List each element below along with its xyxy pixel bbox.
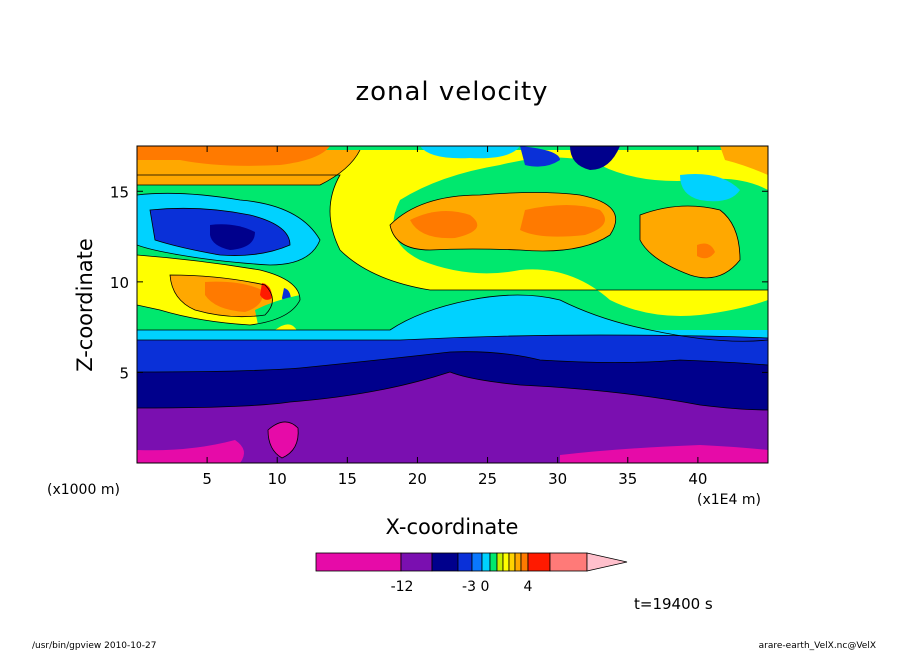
patch-navy-top-2	[570, 146, 620, 170]
x-tick-label: 40	[688, 470, 707, 488]
colorbar-segment	[520, 552, 529, 572]
colorbar-segment	[549, 552, 588, 572]
x-tick-label: 25	[478, 470, 497, 488]
colorbar-segment	[400, 552, 433, 572]
core-red-left	[260, 283, 272, 300]
x-axis-label: X-coordinate	[385, 515, 519, 539]
patch-cyan-top	[420, 146, 520, 159]
colorbar-segment	[471, 552, 483, 572]
y-axis-ticks: 5 10 15	[110, 183, 768, 382]
colorbar-tick-label: 0	[481, 579, 490, 595]
contour-lines	[137, 149, 768, 459]
colorbar-tick-label: 4	[524, 579, 533, 595]
plot-frame	[136, 145, 769, 464]
band-darkorange-2	[520, 205, 605, 237]
core-darkorange-left	[205, 281, 263, 312]
band-magenta-base-left	[137, 440, 244, 463]
x-unit-right-label: (x1E4 m)	[697, 492, 761, 508]
band-top-orange	[137, 146, 330, 166]
colorbar-segment	[481, 552, 491, 572]
colorbar-segment	[315, 552, 402, 572]
colorbar-tick-label: -12	[391, 579, 414, 595]
colorbar-tick-label: -3	[462, 579, 476, 595]
colorbar-extend-arrow	[586, 552, 628, 572]
band-top-right-orange	[720, 146, 768, 175]
y-tick-label: 15	[110, 183, 129, 201]
time-label: t=19400 s	[634, 595, 713, 613]
footer-right: arare-earth_VelX.nc@VelX	[758, 641, 876, 651]
x-tick-label: 15	[338, 470, 357, 488]
x-axis-ticks: 5 10 15 20 25 30 35 40	[202, 146, 707, 488]
x-tick-label: 10	[268, 470, 287, 488]
colorbar-segment	[527, 552, 551, 572]
colorbar-segment	[508, 552, 516, 572]
patch-blue-top-1	[520, 146, 560, 167]
colorbar-segment	[457, 552, 473, 572]
band-darkorange-1	[410, 211, 478, 239]
band-orange-right-2	[640, 206, 740, 278]
perturb-green-2	[320, 289, 345, 319]
band-darkorange-3	[697, 243, 715, 259]
y-tick-label: 10	[110, 274, 129, 292]
band-magenta-spot	[268, 421, 299, 458]
vortex-navy	[210, 224, 255, 250]
y-axis-label: Z-coordinate	[73, 238, 97, 372]
footer-left: /usr/bin/gpview 2010-10-27	[32, 641, 157, 651]
band-magenta-base-right	[560, 445, 768, 463]
contour-field	[137, 146, 768, 463]
patch-cyan-right	[680, 174, 740, 202]
colorbar: -12 -3 0 4	[315, 552, 628, 595]
chart-title: zonal velocity	[355, 77, 549, 107]
colorbar-segment	[514, 552, 522, 572]
colorbar-segment	[431, 552, 459, 572]
colorbar-segment	[489, 552, 498, 572]
x-unit-left-label: (x1000 m)	[47, 482, 120, 498]
x-tick-label: 20	[408, 470, 427, 488]
x-tick-label: 35	[618, 470, 637, 488]
y-tick-label: 5	[119, 364, 129, 382]
x-tick-label: 5	[202, 470, 212, 488]
colorbar-segment	[496, 552, 504, 572]
colorbar-segment	[502, 552, 510, 572]
x-tick-label: 30	[548, 470, 567, 488]
